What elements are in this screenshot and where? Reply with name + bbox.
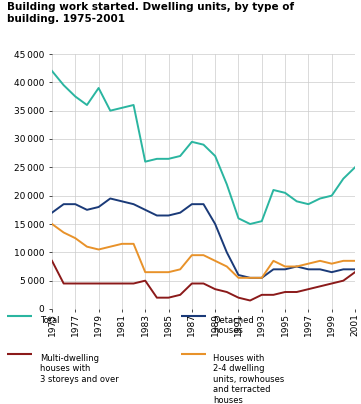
Text: Multi-dwelling
houses with
3 storeys and over: Multi-dwelling houses with 3 storeys and… <box>40 354 118 384</box>
Text: Building work started. Dwelling units, by type of
building. 1975-2001: Building work started. Dwelling units, b… <box>7 2 294 23</box>
Text: Houses with
2-4 dwelling
units, rowhouses
and terracted
houses: Houses with 2-4 dwelling units, rowhouse… <box>213 354 284 404</box>
Text: Total: Total <box>40 316 59 325</box>
Text: Detached
houses: Detached houses <box>213 316 254 335</box>
